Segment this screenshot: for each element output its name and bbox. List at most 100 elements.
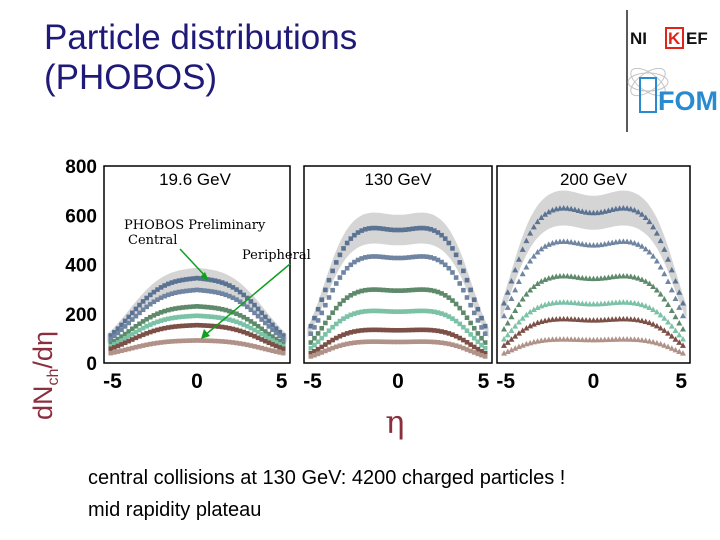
data-point (198, 323, 203, 328)
data-point (348, 262, 354, 268)
data-point (435, 257, 441, 263)
data-point (255, 313, 261, 319)
data-point (381, 287, 386, 293)
data-point (457, 260, 463, 265)
data-point (333, 321, 339, 327)
data-point (650, 338, 657, 345)
data-point (201, 313, 207, 319)
data-point (333, 305, 339, 311)
data-point (406, 339, 412, 345)
data-point (341, 332, 346, 337)
data-point (579, 208, 586, 214)
data-point (169, 280, 175, 285)
data-point (319, 310, 325, 316)
data-point (579, 241, 586, 247)
data-point (571, 299, 578, 306)
data-point (668, 266, 675, 273)
data-point (571, 273, 578, 280)
data-point (442, 236, 448, 241)
series-3 (108, 304, 286, 346)
data-point (162, 283, 167, 288)
data-point (665, 330, 672, 336)
data-point (679, 325, 686, 332)
data-point (122, 324, 128, 329)
data-point (137, 302, 142, 308)
data-point (155, 287, 160, 292)
data-point (205, 338, 211, 344)
data-point (676, 319, 683, 326)
data-point (130, 310, 135, 316)
data-point (672, 336, 679, 342)
data-point (126, 320, 132, 326)
data-point (216, 324, 221, 329)
y-axis-label-main: dN (28, 385, 58, 420)
data-point (377, 226, 383, 231)
data-point (512, 266, 519, 273)
data-point (475, 331, 481, 336)
data-point (130, 317, 135, 322)
data-point (530, 283, 537, 289)
data-point (137, 310, 142, 316)
data-point (392, 309, 397, 314)
data-point (446, 265, 452, 271)
data-point (579, 300, 586, 306)
series-1 (501, 205, 686, 306)
data-point (173, 290, 178, 296)
data-point (348, 293, 354, 298)
data-point (399, 227, 404, 233)
data-point (277, 345, 282, 350)
data-point (191, 304, 196, 309)
data-point (501, 336, 508, 342)
data-point (158, 326, 164, 332)
data-point (381, 308, 386, 314)
data-point (144, 323, 149, 329)
data-point (402, 327, 408, 333)
data-point (277, 342, 282, 347)
data-point (638, 317, 645, 324)
data-point (373, 287, 379, 292)
data-point (112, 339, 117, 344)
data-point (635, 275, 642, 281)
data-point (560, 299, 567, 305)
y-axis-label-tail: /dη (28, 331, 58, 369)
series-5 (108, 322, 286, 352)
x-tick-label: 5 (276, 370, 288, 393)
data-point (468, 342, 473, 347)
data-point (672, 327, 679, 333)
series-1 (308, 225, 488, 329)
data-point (530, 253, 537, 259)
data-point (446, 314, 452, 319)
data-point (504, 304, 511, 310)
data-point (530, 321, 537, 327)
data-point (212, 314, 218, 320)
data-point (162, 317, 167, 322)
data-point (665, 256, 672, 262)
data-point (363, 339, 368, 345)
data-point (344, 295, 350, 300)
annotation-preliminary: PHOBOS Preliminary (124, 218, 266, 233)
data-point (115, 349, 121, 354)
data-point (237, 299, 243, 305)
data-point (119, 327, 124, 333)
data-point (523, 311, 530, 318)
panel-energy-label: 19.6 GeV (159, 170, 231, 189)
data-point (270, 338, 275, 343)
data-point (180, 323, 185, 329)
data-point (366, 327, 372, 333)
data-point (209, 338, 214, 344)
data-point (259, 317, 264, 322)
data-point (158, 340, 164, 345)
data-point (319, 297, 325, 303)
series-4 (501, 299, 686, 342)
data-point (501, 325, 508, 332)
data-point (583, 241, 590, 248)
data-point (373, 225, 379, 231)
data-point (273, 340, 279, 345)
x-tick-label: 0 (588, 370, 600, 393)
data-point (453, 252, 459, 258)
data-point (241, 314, 247, 320)
data-point (187, 304, 193, 310)
data-point (219, 324, 225, 330)
data-point (255, 323, 261, 329)
data-point (344, 240, 350, 246)
